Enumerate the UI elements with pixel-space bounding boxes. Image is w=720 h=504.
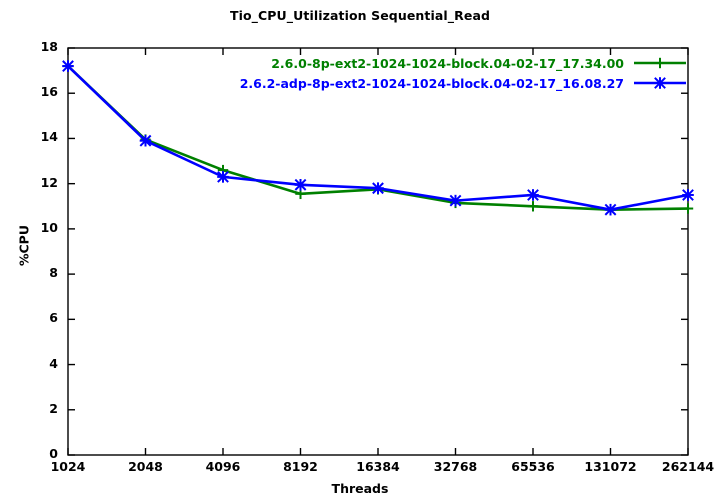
y-axis-tick-label: 2 (49, 400, 58, 416)
x-axis-tick-label: 1024 (50, 459, 86, 474)
x-axis-tick-label: 32768 (433, 459, 478, 474)
legend-sample-cross-star-icon (632, 76, 688, 90)
page-title: Tio_CPU_Utilization Sequential_Read (229, 8, 491, 23)
y-axis-tick-label: 10 (40, 219, 58, 235)
x-axis-tick-label: 4096 (205, 459, 241, 474)
y-axis-tick-label: 4 (49, 355, 58, 371)
x-axis-tick-label: 8192 (283, 459, 318, 474)
y-axis-tick-label: 0 (49, 446, 58, 461)
legend-sample-plus-icon (632, 56, 688, 70)
x-axis-tick-label: 262144 (661, 459, 715, 474)
x-axis-tick-label: 16384 (356, 459, 400, 474)
legend-item: 2.6.2-adp-8p-ext2-1024-1024-block.04-02-… (240, 74, 688, 92)
legend-item-label: 2.6.2-adp-8p-ext2-1024-1024-block.04-02-… (239, 75, 624, 91)
series-2 (62, 60, 694, 216)
x-axis-tick-label: 65536 (511, 459, 555, 474)
plot-frame (67, 47, 689, 456)
x-axis-tick-label: 131072 (584, 459, 637, 474)
legend-item: 2.6.0-8p-ext2-1024-1024-block.04-02-17_1… (271, 54, 688, 72)
y-axis-tick-label: 6 (49, 310, 58, 326)
x-axis-tick-label: 2048 (128, 459, 163, 474)
y-axis-tick-label: 16 (40, 84, 58, 100)
y-axis-tick-label: 18 (40, 39, 58, 54)
y-axis-tick-label: 8 (49, 265, 58, 281)
legend-item-label: 2.6.0-8p-ext2-1024-1024-block.04-02-17_1… (271, 55, 624, 71)
y-axis-tick-label: 12 (40, 174, 58, 190)
y-axis-tick-label: 14 (40, 129, 58, 145)
x-axis-label: Threads (331, 481, 389, 496)
